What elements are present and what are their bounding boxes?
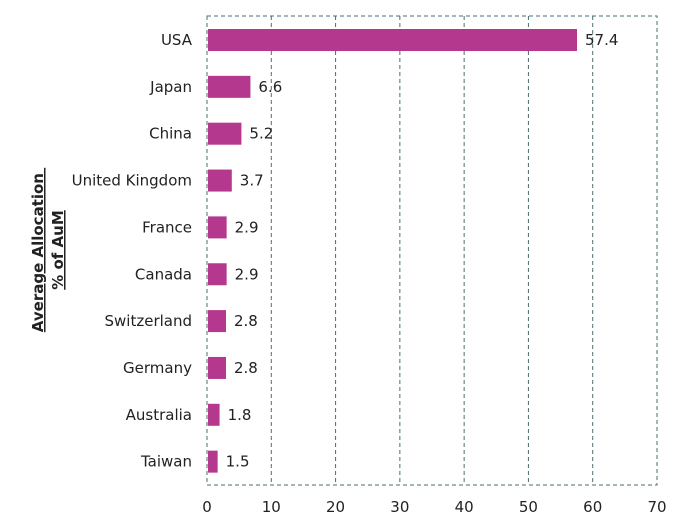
bars <box>208 29 577 473</box>
category-label: Australia <box>126 406 192 424</box>
plot-frame <box>206 15 658 486</box>
bar <box>208 75 251 98</box>
bar <box>208 403 220 426</box>
category-label: Taiwan <box>140 453 192 471</box>
category-label: Germany <box>123 359 192 377</box>
category-label: France <box>142 218 192 236</box>
x-tick-label: 60 <box>583 498 602 516</box>
x-tick-label: 10 <box>262 498 281 516</box>
bar <box>208 29 577 51</box>
x-tick-label: 50 <box>519 498 538 516</box>
value-label: 2.9 <box>235 218 259 236</box>
value-label: 2.9 <box>235 265 259 283</box>
value-label: 6.6 <box>258 78 282 96</box>
value-label: 5.2 <box>249 125 273 143</box>
x-tick-label: 20 <box>326 498 345 516</box>
category-label: USA <box>161 31 193 49</box>
value-label: 2.8 <box>234 359 258 377</box>
bar <box>208 263 227 286</box>
category-label: Switzerland <box>105 312 193 330</box>
x-tick-label: 30 <box>390 498 409 516</box>
x-tick-label: 40 <box>455 498 474 516</box>
value-labels: 57.4 6.6 5.2 3.7 2.9 2.9 2.8 2.8 1.8 1.5 <box>226 31 619 471</box>
bar <box>208 356 226 379</box>
value-label: 2.8 <box>234 312 258 330</box>
grid-lines <box>270 16 594 485</box>
value-label: 57.4 <box>585 31 618 49</box>
x-tick-label: 0 <box>202 498 212 516</box>
y-axis-title: Average Allocation % of AuM <box>29 168 67 332</box>
value-label: 1.5 <box>226 453 250 471</box>
category-labels: USA Japan China United Kingdom France Canada S… <box>72 31 193 471</box>
category-label: Canada <box>135 265 192 283</box>
bar <box>208 450 218 473</box>
y-axis-title-line-2: % of AuM <box>49 210 67 290</box>
bar <box>208 169 232 192</box>
category-label: United Kingdom <box>72 172 192 190</box>
bar <box>208 216 227 239</box>
value-label: 3.7 <box>240 172 264 190</box>
category-label: Japan <box>149 78 192 96</box>
bar <box>208 122 242 145</box>
y-axis-title-line-1: Average Allocation <box>29 173 47 332</box>
x-tick-label: 70 <box>647 498 666 516</box>
x-tick-labels: 0 10 20 30 40 50 60 70 <box>202 498 666 516</box>
category-label: China <box>149 125 192 143</box>
value-label: 1.8 <box>228 406 252 424</box>
bar <box>208 310 226 333</box>
